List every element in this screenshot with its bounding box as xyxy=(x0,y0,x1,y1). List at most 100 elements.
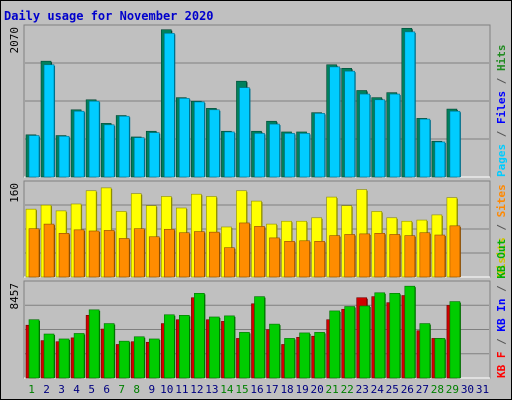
bar-kb-out-day-15 xyxy=(239,332,250,379)
bar-kb-out-day-20 xyxy=(314,332,325,379)
panel-hits: 2070 Pages / Files / Hits xyxy=(8,24,508,178)
bar-pages-day-26 xyxy=(404,31,416,178)
bar-pages-day-24 xyxy=(374,99,386,178)
day-label-26: 26 xyxy=(401,383,414,396)
legend-item: / xyxy=(495,124,508,144)
panel-legend: Pages / Files / Hits xyxy=(495,45,508,178)
day-label-17: 17 xyxy=(265,383,278,396)
legend-item: Files xyxy=(495,91,508,124)
day-label-6: 6 xyxy=(103,383,110,396)
day-label-20: 20 xyxy=(311,383,324,396)
day-label-12: 12 xyxy=(190,383,203,396)
bar-sites-day-29 xyxy=(449,225,461,278)
day-label-16: 16 xyxy=(250,383,263,396)
bar-sites-day-14 xyxy=(224,247,235,278)
legend-item: / xyxy=(495,71,508,91)
day-label-3: 3 xyxy=(58,383,65,396)
bar-pages-day-3 xyxy=(58,135,70,178)
bar-kb-out-day-10 xyxy=(163,314,175,379)
bar-sites-day-13 xyxy=(209,231,220,278)
bar-pages-day-17 xyxy=(269,123,280,178)
bar-kb-out-day-23 xyxy=(359,305,371,379)
bar-kb-out-day-28 xyxy=(434,338,446,379)
bar-sites-day-3 xyxy=(58,233,70,278)
bar-kb-out-day-8 xyxy=(133,336,145,379)
day-label-2: 2 xyxy=(43,383,50,396)
bar-pages-day-20 xyxy=(314,113,325,178)
panel-max-label: 160 xyxy=(8,183,21,203)
bar-pages-day-15 xyxy=(239,87,250,178)
bar-kb-out-day-3 xyxy=(58,338,70,379)
bar-sites-day-21 xyxy=(329,235,340,278)
day-label-15: 15 xyxy=(235,383,248,396)
bar-kb-out-day-14 xyxy=(224,315,235,379)
bar-sites-day-19 xyxy=(299,240,310,278)
bar-pages-day-29 xyxy=(449,110,461,178)
legend-item: / xyxy=(495,217,508,237)
bar-sites-day-20 xyxy=(314,241,325,278)
bar-pages-day-21 xyxy=(329,66,340,178)
bar-kb-out-day-16 xyxy=(254,296,265,379)
bar-pages-day-19 xyxy=(299,133,310,178)
day-label-29: 29 xyxy=(446,383,459,396)
bar-sites-day-28 xyxy=(434,234,446,278)
bar-sites-day-2 xyxy=(43,223,55,278)
bar-pages-day-23 xyxy=(359,93,371,178)
day-label-31: 31 xyxy=(476,383,489,396)
day-label-14: 14 xyxy=(220,383,234,396)
day-label-11: 11 xyxy=(175,383,188,396)
day-label-19: 19 xyxy=(295,383,308,396)
bar-sites-day-11 xyxy=(179,232,190,278)
bar-sites-day-26 xyxy=(404,235,416,278)
bar-sites-day-6 xyxy=(103,230,115,278)
day-label-25: 25 xyxy=(386,383,399,396)
bar-kb-out-day-21 xyxy=(329,310,340,379)
bar-kb-out-day-13 xyxy=(209,316,220,379)
bar-pages-day-22 xyxy=(344,70,355,178)
bar-kb-out-day-4 xyxy=(73,333,85,379)
bar-pages-day-18 xyxy=(284,133,295,178)
bar-kb-out-day-11 xyxy=(179,315,190,379)
panel-legend: Visits / Sites xyxy=(495,184,508,277)
bar-sites-day-24 xyxy=(374,233,386,278)
bar-kb-out-day-26 xyxy=(404,285,416,379)
bar-pages-day-25 xyxy=(389,93,401,178)
day-label-9: 9 xyxy=(148,383,155,396)
bar-kb-out-day-2 xyxy=(43,333,55,379)
bar-sites-day-23 xyxy=(359,233,371,278)
legend-item: KB Out xyxy=(495,239,508,279)
bar-sites-day-9 xyxy=(148,236,160,278)
bar-sites-day-15 xyxy=(239,222,250,278)
bar-pages-day-27 xyxy=(419,118,431,178)
bar-sites-day-25 xyxy=(389,234,401,278)
panel-visits: 160 Visits / Sites xyxy=(8,180,508,278)
bar-sites-day-17 xyxy=(269,237,280,278)
bar-pages-day-11 xyxy=(179,98,190,178)
day-label-24: 24 xyxy=(371,383,385,396)
bar-pages-day-10 xyxy=(163,32,175,178)
bar-kb-out-day-22 xyxy=(344,306,355,379)
bar-sites-day-18 xyxy=(284,241,295,278)
bar-sites-day-4 xyxy=(73,229,85,278)
legend-item: KB In xyxy=(495,299,508,332)
bar-sites-day-16 xyxy=(254,226,265,278)
day-label-13: 13 xyxy=(205,383,218,396)
bar-pages-day-1 xyxy=(28,135,40,178)
bar-pages-day-14 xyxy=(224,131,235,178)
bar-sites-day-8 xyxy=(133,228,145,278)
bar-kb-out-day-6 xyxy=(103,323,115,379)
bar-pages-day-12 xyxy=(194,101,205,178)
day-label-7: 7 xyxy=(118,383,125,396)
bar-pages-day-9 xyxy=(148,132,160,178)
bar-pages-day-28 xyxy=(434,141,446,178)
day-label-18: 18 xyxy=(280,383,293,396)
legend-item: / xyxy=(495,279,508,299)
bar-kb-out-day-24 xyxy=(374,292,386,379)
day-label-8: 8 xyxy=(133,383,140,396)
panel-max-label: 2070 xyxy=(8,27,21,54)
bar-pages-day-7 xyxy=(118,115,130,178)
bar-sites-day-5 xyxy=(88,230,100,278)
panel-legend: KB F / KB In / KB Out xyxy=(495,239,508,378)
